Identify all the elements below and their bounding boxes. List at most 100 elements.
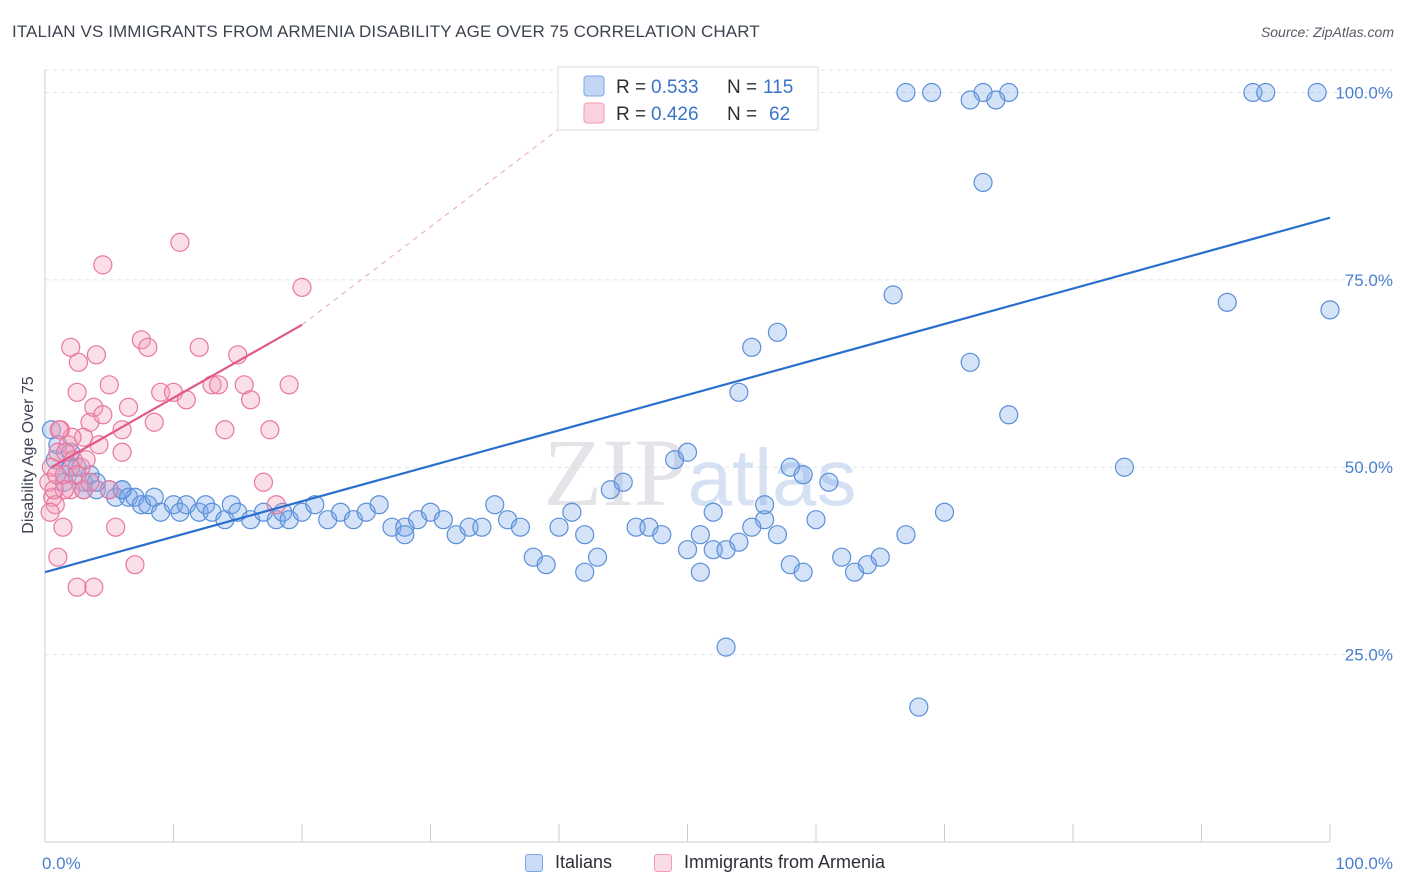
- point-italians-66: [729, 382, 749, 402]
- bottom-legend-label-italians: Italians: [555, 852, 613, 872]
- point-armenia-50: [76, 450, 96, 470]
- y-tick-label-3: 100.0%: [1335, 83, 1393, 102]
- bottom-legend-label-armenia: Immigrants from Armenia: [684, 852, 886, 872]
- point-armenia-22: [99, 375, 119, 395]
- point-armenia-26: [112, 442, 132, 462]
- x-tick-label-1: 100.0%: [1335, 854, 1393, 873]
- point-italians-79: [896, 525, 916, 545]
- point-armenia-52: [53, 517, 73, 537]
- legend-r-value-0: 0.533: [651, 77, 699, 98]
- point-armenia-46: [279, 375, 299, 395]
- legend-swatch-italians: [583, 75, 605, 97]
- point-armenia-47: [292, 277, 312, 297]
- point-italians-95: [1114, 457, 1135, 477]
- legend-n-label-0: N =: [727, 77, 757, 98]
- legend-n-value-0: 115: [763, 77, 793, 98]
- point-italians-107: [986, 90, 1006, 110]
- point-italians-103: [922, 82, 942, 103]
- legend-n-value-1: 62: [769, 104, 790, 125]
- point-italians-86: [754, 495, 775, 515]
- point-armenia-29: [131, 330, 151, 350]
- point-italians-108: [395, 525, 415, 545]
- point-italians-84: [729, 532, 749, 552]
- point-italians-92: [960, 352, 980, 372]
- point-italians-77: [870, 547, 890, 567]
- point-italians-62: [677, 442, 698, 462]
- point-italians-90: [909, 697, 929, 717]
- point-italians-93: [973, 172, 993, 193]
- point-italians-47: [485, 495, 505, 515]
- point-armenia-20: [93, 405, 113, 425]
- point-italians-46: [472, 517, 492, 537]
- point-italians-80: [677, 540, 698, 560]
- point-armenia-58: [84, 577, 104, 597]
- point-italians-67: [742, 337, 762, 357]
- point-armenia-24: [106, 517, 126, 537]
- point-armenia-5: [48, 547, 68, 567]
- y-tick-labels: 25.0% 50.0% 75.0% 100.0%: [1335, 83, 1393, 664]
- point-armenia-56: [49, 420, 69, 440]
- point-armenia-42: [241, 390, 261, 410]
- point-italians-98: [1320, 300, 1340, 320]
- point-italians-85: [742, 517, 762, 537]
- point-italians-69: [767, 322, 788, 342]
- bottom-legend-swatch-italians: [525, 853, 543, 872]
- point-italians-81: [690, 525, 710, 545]
- point-armenia-53: [80, 472, 100, 492]
- point-italians-78: [883, 285, 903, 305]
- x-tick-labels: 0.0% 100.0%: [42, 854, 1393, 873]
- bottom-legend-italians: Italians: [525, 852, 612, 873]
- point-armenia-43: [253, 472, 274, 492]
- y-tick-label-0: 25.0%: [1345, 646, 1393, 665]
- point-italians-22: [196, 495, 216, 515]
- point-italians-43: [433, 510, 453, 530]
- chart-title: ITALIAN VS IMMIGRANTS FROM ARMENIA DISAB…: [12, 22, 760, 41]
- point-armenia-34: [170, 232, 190, 252]
- legend-r-label-0: R =: [616, 77, 646, 98]
- point-armenia-10: [61, 337, 81, 357]
- trend-line-armenia: [50, 323, 303, 469]
- point-armenia-19: [86, 345, 107, 365]
- point-italians-87: [767, 525, 788, 545]
- point-armenia-23: [99, 480, 119, 500]
- point-italians-49: [510, 517, 531, 537]
- point-italians-25: [221, 495, 241, 515]
- point-armenia-31: [144, 412, 164, 432]
- point-italians-65: [716, 637, 736, 657]
- y-tick-label-1: 50.0%: [1345, 458, 1393, 477]
- bottom-legend: Italians Immigrants from Armenia: [0, 850, 1406, 880]
- point-armenia-38: [208, 375, 229, 395]
- point-italians-106: [960, 90, 980, 110]
- point-armenia-61: [46, 465, 67, 485]
- point-italians-57: [613, 472, 633, 492]
- point-italians-72: [806, 510, 826, 530]
- point-armenia-48: [54, 480, 74, 500]
- x-tick-label-0: 0.0%: [42, 854, 81, 873]
- point-armenia-21: [93, 255, 113, 275]
- point-italians-19: [170, 502, 190, 522]
- point-italians-96: [1217, 292, 1237, 312]
- watermark: ZIPatlas: [544, 419, 857, 526]
- point-italians-33: [305, 495, 325, 515]
- point-italians-89: [793, 562, 813, 582]
- point-italians-97: [1307, 82, 1327, 103]
- point-italians-38: [369, 495, 389, 515]
- legend-r-value-1: 0.426: [651, 104, 699, 125]
- point-italians-102: [896, 82, 916, 103]
- point-italians-114: [575, 562, 595, 582]
- point-armenia-27: [118, 397, 139, 417]
- axes: [44, 70, 1331, 843]
- data-points: [39, 82, 1340, 717]
- point-italians-74: [832, 547, 852, 567]
- legend-swatch-armenia: [583, 102, 605, 124]
- y-axis-title: Disability Age Over 75: [20, 376, 37, 534]
- point-italians-51: [536, 555, 556, 575]
- point-armenia-51: [40, 502, 60, 522]
- point-armenia-12: [67, 382, 87, 402]
- point-italians-105: [1256, 82, 1276, 103]
- point-armenia-13: [67, 577, 87, 597]
- point-italians-73: [819, 472, 839, 492]
- point-italians-55: [587, 547, 608, 567]
- point-armenia-44: [260, 420, 280, 440]
- point-italians-82: [703, 502, 723, 522]
